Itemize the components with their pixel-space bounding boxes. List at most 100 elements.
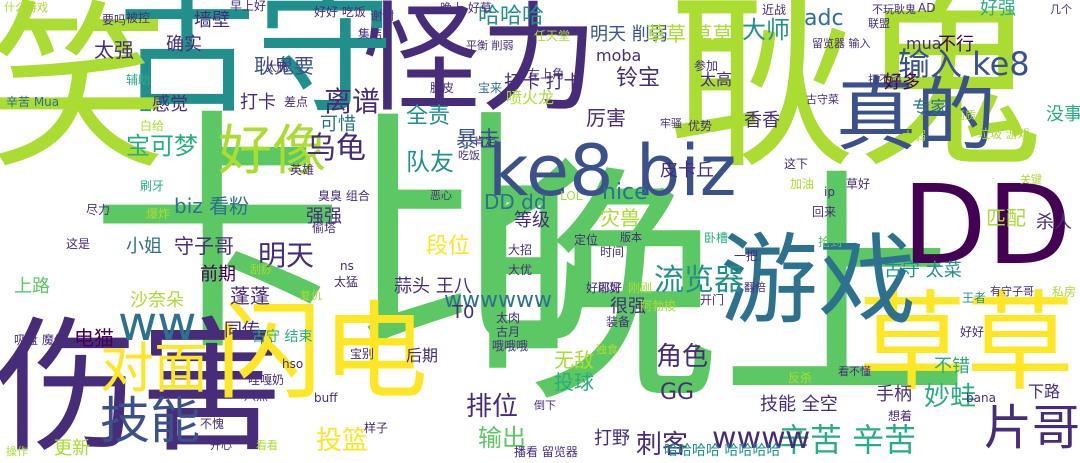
- word: 辛苦 辛苦: [778, 421, 917, 459]
- word: 更新: [54, 438, 90, 459]
- word: T0: [452, 302, 475, 323]
- word: 排位: [466, 392, 519, 422]
- word: 开心: [210, 439, 232, 452]
- word: 王者: [962, 291, 987, 305]
- word: 电猫: [74, 326, 114, 350]
- word: 左上角: [528, 67, 565, 81]
- word: 太猛: [334, 275, 359, 289]
- word: 输入 ke8: [898, 45, 1030, 83]
- word: 草好: [846, 177, 871, 191]
- word: 脆皮: [430, 81, 455, 95]
- word: 牢骚: [660, 117, 682, 130]
- word: 想着: [888, 409, 913, 423]
- word: 香香: [744, 110, 780, 131]
- word: 集结: [358, 27, 383, 41]
- word: 英雄: [290, 163, 315, 177]
- word: 样子: [364, 421, 389, 435]
- word: 近战: [762, 3, 787, 17]
- word: 平衡 削弱: [466, 39, 514, 52]
- word: 看看: [256, 439, 278, 452]
- word: 晚上: [470, 145, 970, 436]
- word: 太高: [700, 70, 733, 89]
- word: 这是: [66, 237, 91, 251]
- word: hso: [282, 357, 304, 371]
- word: 匹配: [986, 206, 1026, 230]
- word: 哈哈哈哈 哈哈哈哈: [664, 443, 781, 459]
- word: 开门: [700, 293, 725, 307]
- word: 耿鬼要: [254, 54, 314, 78]
- word: 吃饭: [458, 149, 480, 162]
- word: 差点: [284, 95, 309, 109]
- word: 可惜: [320, 114, 356, 135]
- word: 一把: [734, 249, 759, 263]
- word: 草草 草草: [646, 22, 733, 46]
- word: 太强: [94, 38, 134, 62]
- word: wwwwww: [444, 288, 552, 313]
- word: 什么游戏: [4, 1, 48, 14]
- word: 不玩耿鬼: [872, 3, 916, 16]
- word: 刚刚: [628, 281, 653, 295]
- word: 闪电: [216, 291, 428, 414]
- word: 好耶好: [586, 281, 623, 295]
- word: 杀人: [1036, 212, 1072, 233]
- word: 不错: [934, 356, 970, 377]
- word: 对面: [100, 337, 208, 400]
- word: 乌龟: [306, 131, 366, 166]
- word: 哈哈哈: [478, 4, 545, 29]
- word: 明天: [258, 239, 315, 272]
- word: moba: [596, 46, 642, 65]
- word: 打不动: [868, 73, 901, 86]
- word: 确实: [166, 34, 202, 55]
- word: 大师: [742, 16, 790, 44]
- word: 偷塔: [312, 221, 337, 235]
- word: 伤害: [0, 304, 284, 463]
- word: 播看 留览器: [514, 445, 578, 459]
- word: 古守菜: [806, 93, 839, 106]
- word: 技能 全空: [760, 394, 838, 415]
- word: 垃圾 游戏: [978, 127, 1030, 141]
- word: 独食: [596, 343, 618, 356]
- word: 明天 削弱: [590, 24, 668, 45]
- word: 没事: [1046, 104, 1080, 125]
- word: 闪现: [598, 281, 620, 294]
- word: 后期: [406, 346, 439, 365]
- word: 装备: [606, 315, 631, 329]
- word: 被控: [126, 11, 151, 25]
- word: 等级: [514, 210, 550, 231]
- word: 古守: [118, 0, 395, 133]
- word: 片哥: [984, 400, 1080, 456]
- word: 倒下: [534, 399, 556, 412]
- word: 早上好: [230, 0, 267, 13]
- word: 联盟: [868, 17, 890, 30]
- word: 尽力: [86, 203, 111, 217]
- word: 宝别: [350, 347, 375, 361]
- word: 强强: [306, 206, 342, 227]
- word: 打野: [594, 428, 630, 449]
- word: buff: [314, 391, 338, 405]
- word: 反杀: [788, 371, 813, 385]
- word: GG: [660, 380, 695, 405]
- word: 几个: [1050, 3, 1072, 16]
- word: 流览器: [654, 263, 744, 298]
- word: ww: [118, 296, 197, 352]
- word: 厉害: [586, 106, 626, 130]
- word: 辛苦 Mua: [6, 95, 60, 109]
- word: wwww: [712, 421, 811, 456]
- word: 古月: [496, 325, 521, 339]
- word: 这下: [784, 157, 809, 171]
- word: 哦哦哦: [492, 339, 529, 353]
- word: 墙壁: [194, 10, 230, 31]
- word: 妙蛙: [924, 382, 977, 412]
- word: 关键: [1020, 173, 1042, 186]
- word: 有守子哥: [990, 285, 1034, 298]
- word: 看不懂: [838, 365, 871, 378]
- word: 宝可梦: [126, 132, 198, 160]
- word: 刷牙: [140, 179, 165, 193]
- word: 好强: [980, 0, 1016, 19]
- word: 翻倍: [744, 281, 766, 294]
- word: 蒜头 王八: [394, 276, 472, 297]
- word: 哇嘎奶: [248, 373, 285, 387]
- word: biz 看粉: [174, 194, 250, 218]
- word: 好像: [218, 119, 326, 182]
- word: 感觉: [152, 94, 188, 115]
